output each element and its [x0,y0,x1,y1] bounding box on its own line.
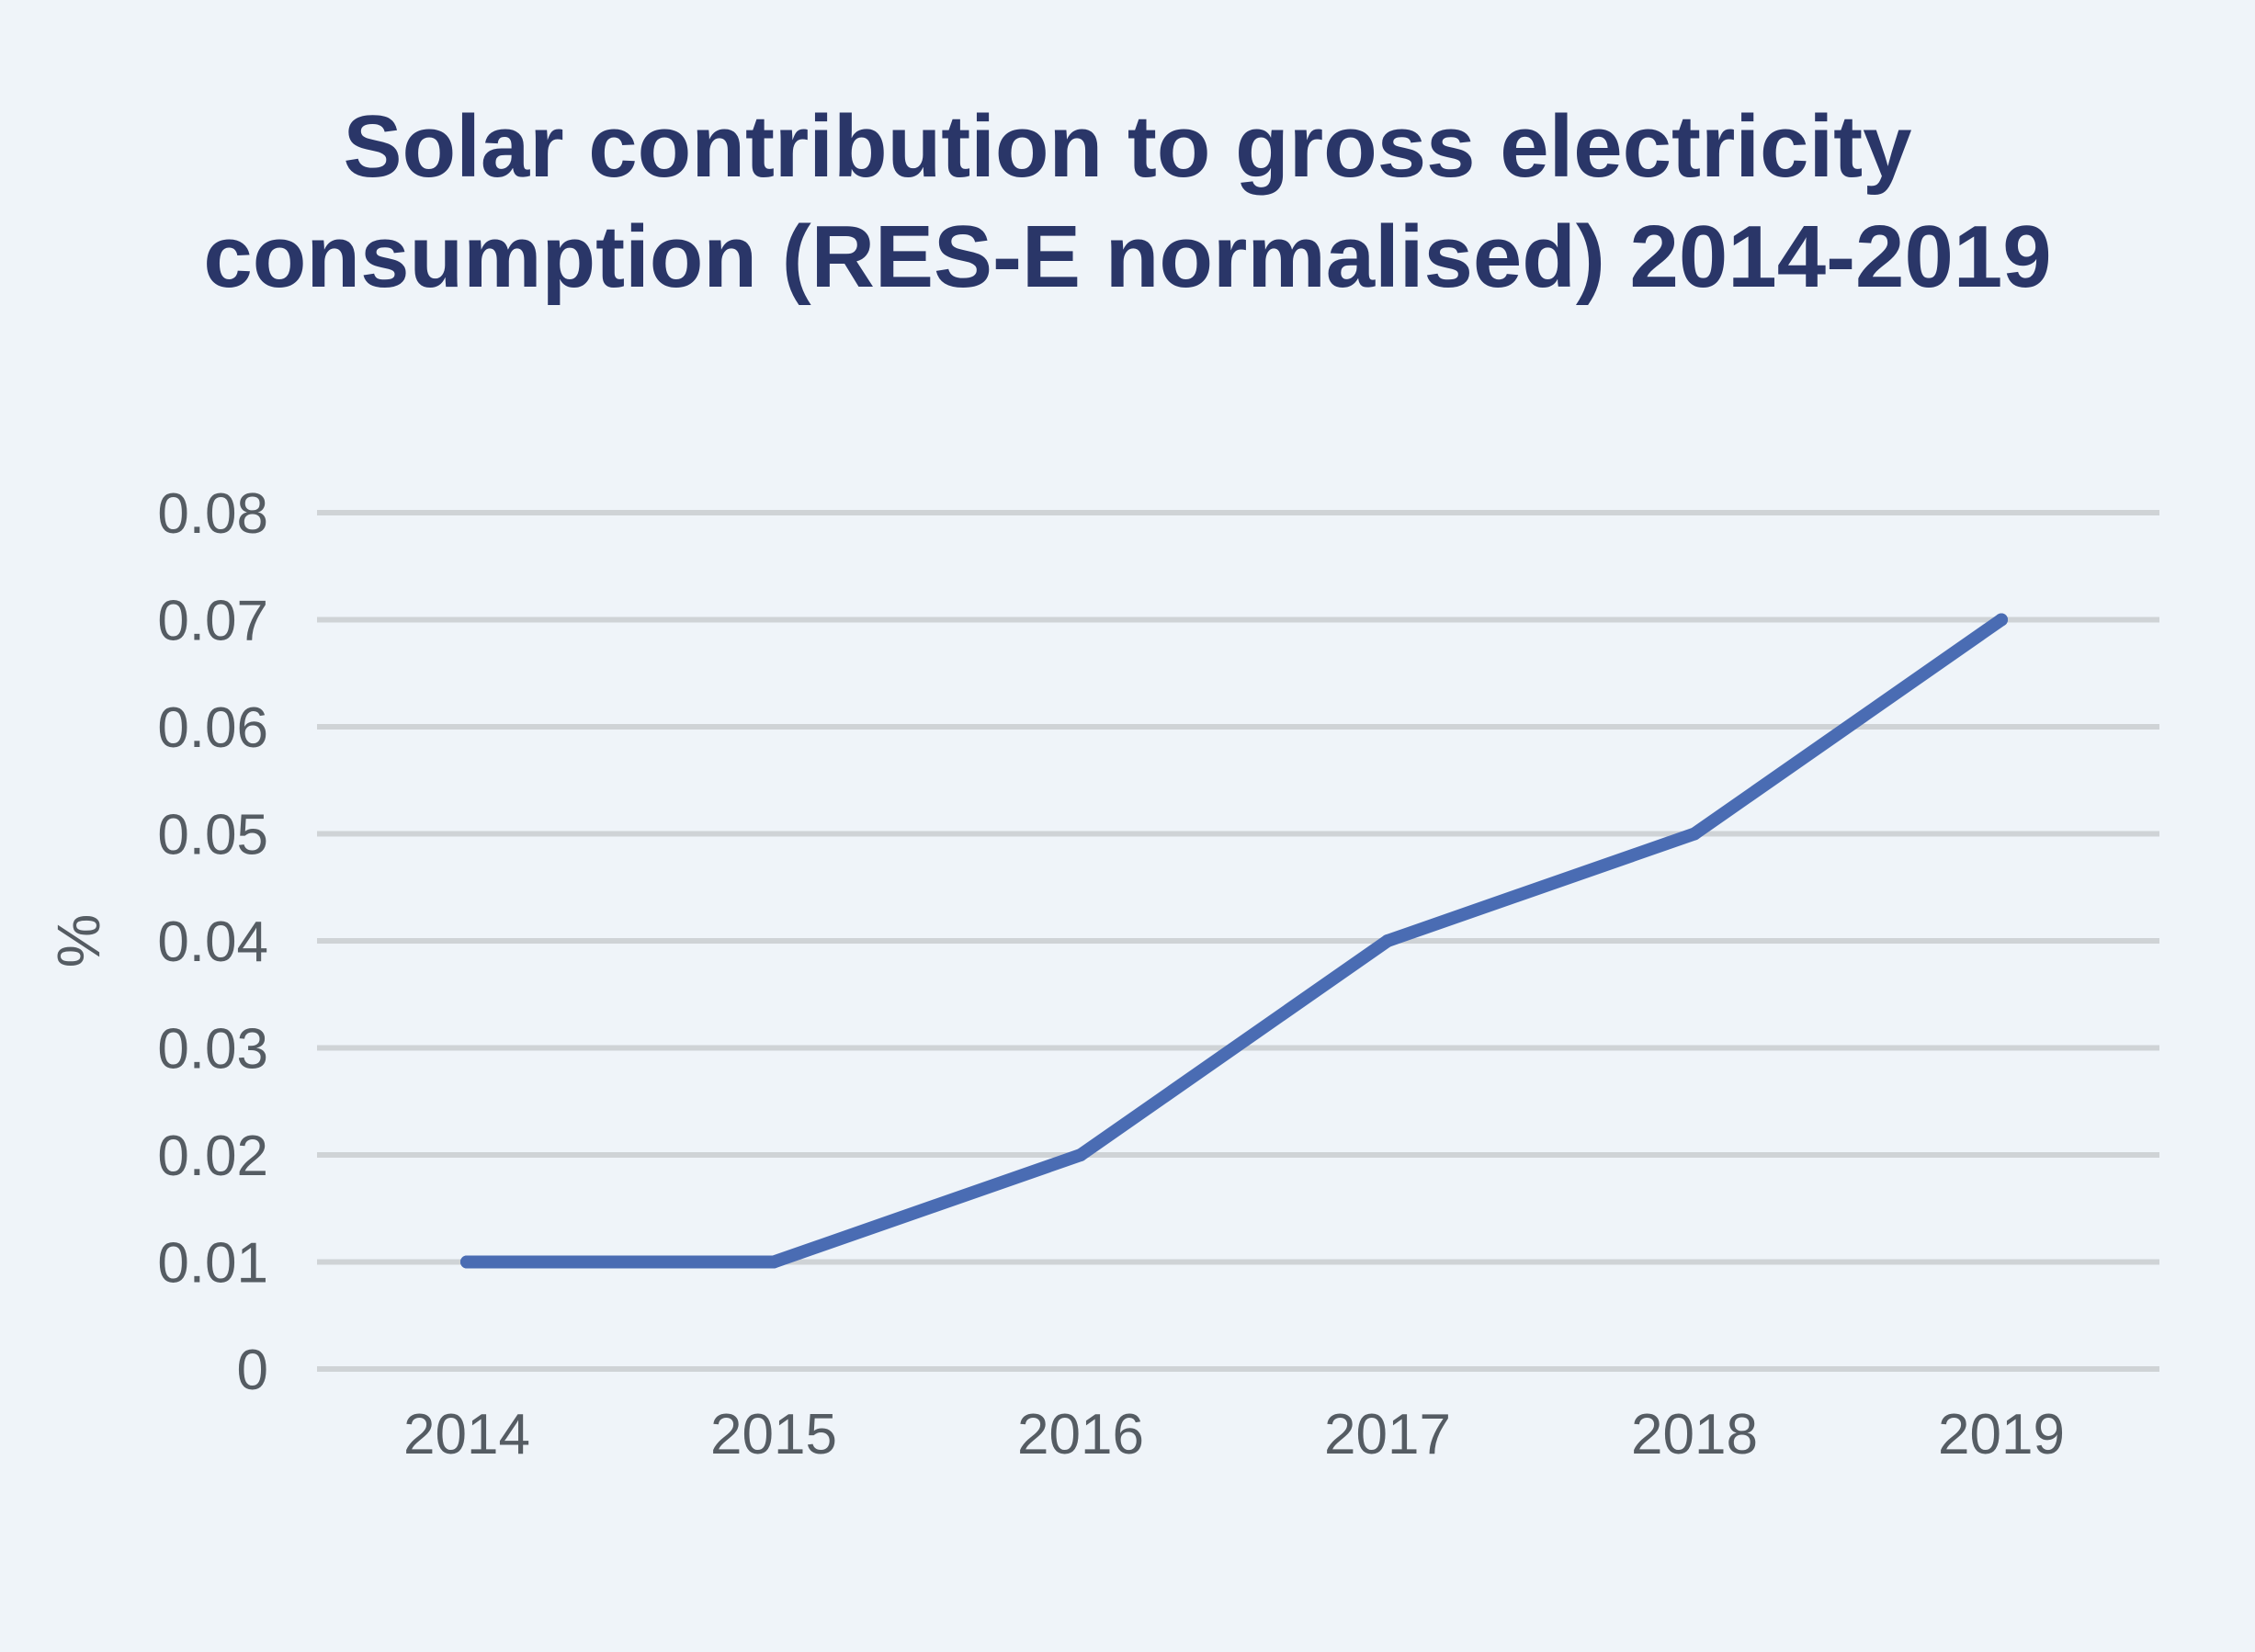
x-tick-label: 2018 [1631,1403,1758,1466]
x-tick-label: 2015 [710,1403,837,1466]
y-axis-title: % [44,914,112,968]
data-point [767,1255,780,1269]
y-tick-label: 0.06 [157,696,268,760]
data-point [1688,827,1701,841]
y-tick-label: 0.04 [157,911,268,974]
y-tick-label: 0.02 [157,1125,268,1188]
series-line-0 [460,613,2008,1269]
gridlines [317,510,2159,1372]
y-axis-ticks: 0 0.01 0.02 0.03 0.04 0.05 0.06 0.07 0.08 [157,482,268,1402]
x-axis-ticks: 2014 2015 2016 2017 2018 2019 [403,1403,2065,1466]
y-tick-label: 0.07 [157,590,268,653]
y-tick-label: 0 [237,1339,268,1402]
data-point [1995,613,2008,627]
y-tick-label: 0.05 [157,804,268,867]
x-tick-label: 2019 [1938,1403,2065,1466]
y-tick-label: 0.01 [157,1232,268,1296]
x-tick-label: 2017 [1324,1403,1451,1466]
x-tick-label: 2016 [1017,1403,1144,1466]
data-point [460,1255,473,1269]
y-tick-label: 0.08 [157,482,268,546]
data-point [1381,934,1394,947]
y-tick-label: 0.03 [157,1018,268,1081]
data-point [1074,1148,1087,1161]
chart-title-line-1: Solar contribution to gross electricity [343,97,1912,196]
x-tick-label: 2014 [403,1403,530,1466]
chart-title: Solar contribution to gross electricity … [0,92,2255,312]
series-layer [460,613,2008,1269]
chart-title-line-2: consumption (RES-E normalised) 2014-2019 [203,208,2052,306]
